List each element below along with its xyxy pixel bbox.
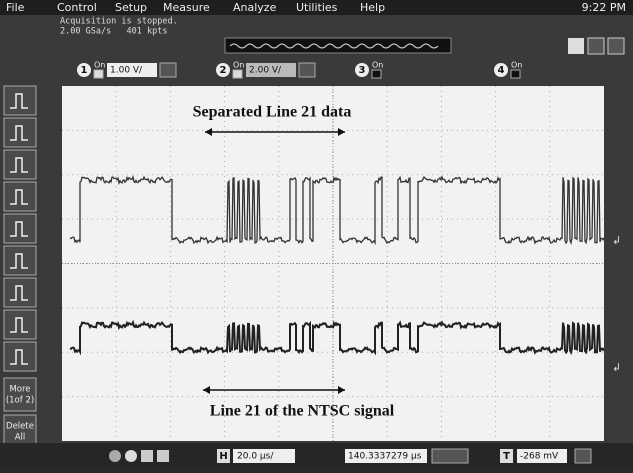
mode-button[interactable] [109, 450, 121, 462]
trigger-spin[interactable] [575, 449, 591, 463]
h-label: H [219, 451, 227, 462]
menu-item[interactable]: File [6, 1, 25, 14]
status-line: 2.00 GSa/s 401 kpts [60, 27, 167, 37]
scale-spin[interactable] [160, 63, 176, 77]
channel-toggle[interactable] [372, 70, 381, 78]
run-button[interactable] [568, 38, 584, 54]
channel-number: 3 [359, 65, 366, 76]
oscilloscope-screen: File Control Setup Measure Analyze Utilities H… [0, 0, 633, 469]
print-button[interactable] [157, 450, 169, 462]
trigger-mode-button[interactable] [4, 342, 36, 371]
menu-item[interactable]: Utilities [296, 1, 338, 14]
menu-item[interactable]: Help [360, 1, 385, 14]
scale-spin[interactable] [299, 63, 315, 77]
side-button-label: More [9, 385, 30, 395]
channel-state: On [94, 61, 105, 70]
menu-items: File Control Setup Measure Analyze Utilities H… [6, 1, 385, 14]
mode-button[interactable] [141, 450, 153, 462]
side-button-label: Delete [6, 422, 34, 432]
touch-button[interactable] [588, 38, 604, 54]
delay-nav[interactable] [432, 449, 468, 463]
trigger-mode-button[interactable] [4, 182, 36, 211]
channel-state: On [511, 61, 522, 70]
ground-marker: ↲ [612, 361, 621, 374]
channel-number: 2 [220, 65, 227, 76]
trigger-mode-button[interactable] [4, 150, 36, 179]
minimize-button[interactable] [608, 38, 624, 54]
channel-number: 1 [81, 65, 88, 76]
annotation: Separated Line 21 data [193, 104, 352, 121]
trigger-level: -268 mV [520, 452, 559, 462]
trigger-mode-button[interactable] [4, 118, 36, 147]
side-button[interactable] [4, 378, 36, 411]
trigger-mode-button[interactable] [4, 278, 36, 307]
channel-toggle[interactable] [94, 70, 103, 78]
channel-state: On [233, 61, 244, 70]
channel-state: On [372, 61, 383, 70]
side-button-label: All [15, 433, 26, 443]
clock: 9:22 PM [582, 1, 626, 14]
channel-scale: 2.00 V/ [249, 66, 282, 76]
menu-item[interactable]: Analyze [233, 1, 277, 14]
annotation: Line 21 of the NTSC signal [210, 403, 395, 420]
trigger-mode-button[interactable] [4, 86, 36, 115]
ground-marker: ↲ [612, 234, 621, 247]
channel-toggle[interactable] [233, 70, 242, 78]
trigger-mode-button[interactable] [4, 310, 36, 339]
menu-item[interactable]: Setup [115, 1, 147, 14]
channel-toggle[interactable] [511, 70, 520, 78]
trigger-mode-button[interactable] [4, 214, 36, 243]
side-button-label: (1of 2) [6, 396, 34, 406]
waveform-overview [225, 38, 451, 53]
menu-item[interactable]: Control [57, 1, 97, 14]
menu-item[interactable]: Measure [163, 1, 210, 14]
t-label: T [503, 451, 510, 462]
trigger-mode-button[interactable] [4, 246, 36, 275]
channel-scale: 1.00 V/ [110, 66, 143, 76]
status-line: Acquisition is stopped. [60, 17, 178, 27]
channel-number: 4 [498, 65, 505, 76]
mode-button[interactable] [125, 450, 137, 462]
delay: 140.3337279 µs [348, 452, 422, 462]
h-scale: 20.0 µs/ [237, 452, 274, 462]
